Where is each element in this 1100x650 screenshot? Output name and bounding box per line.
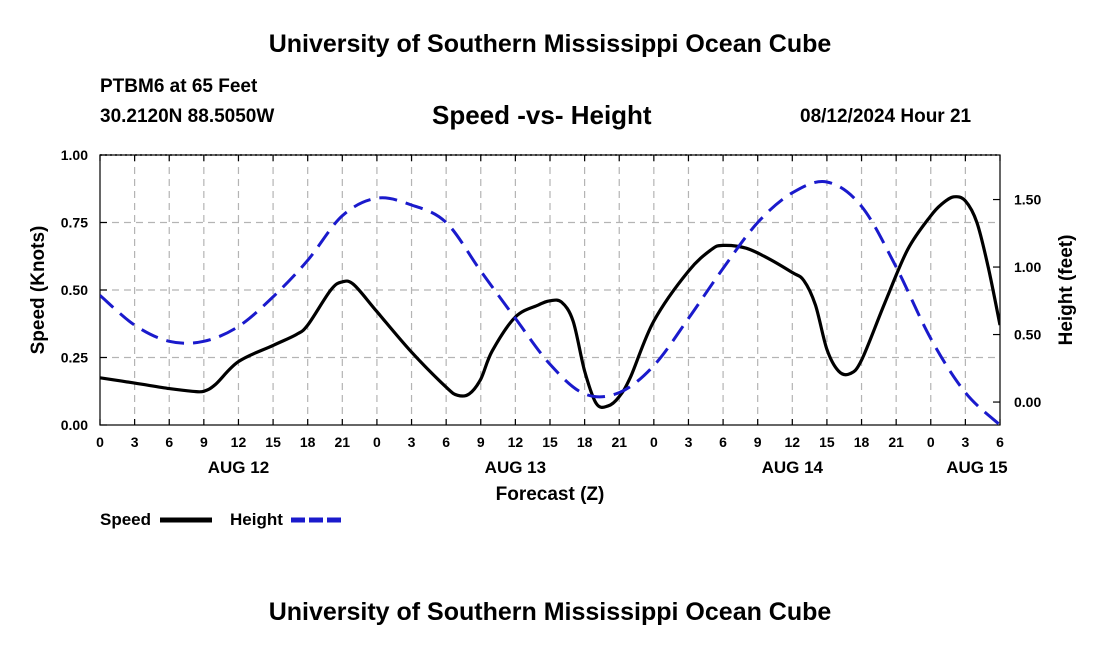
- x-tick-label: 15: [265, 434, 281, 450]
- x-tick-label: 21: [888, 434, 904, 450]
- y-tick-label-left: 0.75: [61, 215, 88, 231]
- x-tick-label: 6: [165, 434, 173, 450]
- x-tick-label: 12: [785, 434, 801, 450]
- y-axis-label-right: Height (feet): [1056, 235, 1077, 346]
- x-tick-label: 21: [335, 434, 351, 450]
- station-label: PTBM6 at 65 Feet: [100, 76, 258, 97]
- x-tick-label: 15: [819, 434, 835, 450]
- label-layer: Forecast (Z) Speed (Knots) Height (feet): [28, 226, 1077, 505]
- y-tick-label-right: 1.00: [1014, 259, 1041, 275]
- x-tick-label: 6: [442, 434, 450, 450]
- y-tick-label-left: 0.25: [61, 350, 88, 366]
- chart-subtitle: Speed -vs- Height: [432, 100, 652, 130]
- x-date-label: AUG 12: [208, 458, 269, 477]
- x-tick-label: 6: [996, 434, 1004, 450]
- y-tick-label-left: 0.00: [61, 417, 88, 433]
- x-tick-label: 0: [650, 434, 658, 450]
- x-date-label: AUG 15: [946, 458, 1007, 477]
- x-tick-label: 21: [611, 434, 627, 450]
- x-tick-label: 3: [961, 434, 969, 450]
- y-tick-label-left: 0.50: [61, 282, 88, 298]
- x-tick-label: 18: [854, 434, 870, 450]
- x-tick-label: 12: [231, 434, 247, 450]
- legend-label-height: Height: [230, 510, 283, 529]
- y-axis-label-left: Speed (Knots): [28, 226, 49, 355]
- x-axis-label: Forecast (Z): [496, 484, 605, 505]
- x-tick-label: 15: [542, 434, 558, 450]
- forecast-datetime: 08/12/2024 Hour 21: [800, 106, 972, 127]
- tick-layer: 0 3 6 9 12 15 18 21 0 3 6 9 12 15 18 21 0 3 6 9 12 15 18 21 0 3 6 0…: [61, 147, 1042, 477]
- x-tick-label: 9: [477, 434, 485, 450]
- footer-title: University of Southern Mississippi Ocean…: [268, 598, 832, 626]
- coordinates-label: 30.2120N 88.5050W: [100, 106, 275, 127]
- x-tick-label: 18: [300, 434, 316, 450]
- y-tick-label-right: 1.50: [1014, 192, 1041, 208]
- x-tick-label: 12: [508, 434, 524, 450]
- series-line-speed: [100, 195, 1000, 409]
- x-tick-label: 0: [927, 434, 935, 450]
- x-date-label: AUG 14: [762, 458, 824, 477]
- x-tick-label: 9: [200, 434, 208, 450]
- legend: Speed Height: [100, 510, 343, 529]
- y-tick-label-left: 1.00: [61, 147, 88, 163]
- y-tick-label-right: 0.00: [1014, 394, 1041, 410]
- x-tick-label: 0: [96, 434, 104, 450]
- x-tick-label: 6: [719, 434, 727, 450]
- grid-layer: [100, 155, 1000, 425]
- x-tick-label: 18: [577, 434, 593, 450]
- x-tick-label: 3: [408, 434, 416, 450]
- x-tick-label: 9: [754, 434, 762, 450]
- x-tick-label: 0: [373, 434, 381, 450]
- x-tick-label: 3: [131, 434, 139, 450]
- series-line-height: [100, 180, 1000, 427]
- legend-label-speed: Speed: [100, 510, 151, 529]
- x-date-label: AUG 13: [485, 458, 546, 477]
- page-title: University of Southern Mississippi Ocean…: [268, 30, 832, 58]
- x-tick-label: 3: [685, 434, 693, 450]
- y-tick-label-right: 0.50: [1014, 327, 1041, 343]
- series-layer: [100, 180, 1000, 427]
